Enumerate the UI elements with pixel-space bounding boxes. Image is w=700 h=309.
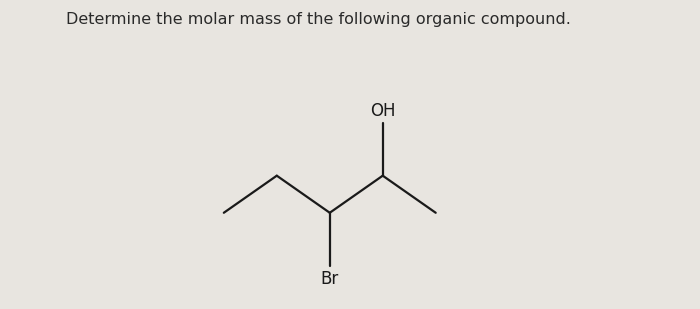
Text: Determine the molar mass of the following organic compound.: Determine the molar mass of the followin… (66, 12, 571, 28)
Text: Br: Br (321, 270, 339, 288)
Text: OH: OH (370, 102, 395, 120)
